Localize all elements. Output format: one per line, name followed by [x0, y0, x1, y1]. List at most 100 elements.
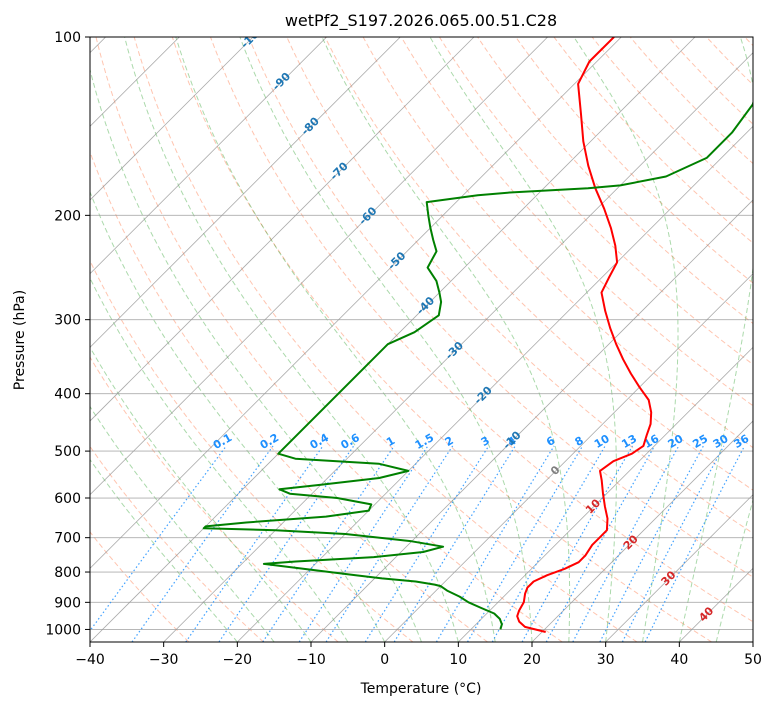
mixing-ratio-line [131, 445, 274, 642]
isotherm-label: 40 [696, 604, 716, 624]
isotherm-label: 10 [583, 496, 603, 516]
isotherm-label: -60 [356, 204, 379, 227]
mixing-ratio-line [262, 445, 395, 642]
mixing-ratio-line [545, 445, 656, 642]
moist-adiabat [90, 458, 238, 642]
isotherm-label: 30 [659, 568, 679, 588]
mixing-ratio-label: 20 [666, 432, 686, 451]
isotherm-label: -70 [328, 159, 351, 182]
moist-adiabat [175, 37, 496, 642]
moist-adiabat [321, 37, 571, 642]
dry-adiabat [438, 37, 753, 366]
dry-adiabat [286, 37, 753, 534]
moist-adiabat [239, 37, 533, 642]
mixing-ratio-label: 1.5 [413, 431, 436, 452]
y-tick-label: 600 [54, 491, 81, 507]
mixing-ratio-label: 13 [619, 432, 639, 451]
y-tick-label: 200 [54, 208, 81, 224]
mixing-ratio-label: 2 [443, 434, 456, 449]
mixing-ratio-line [521, 445, 634, 642]
isotherm [458, 346, 753, 642]
dry-adiabat [95, 37, 563, 642]
dry-adiabat [90, 445, 264, 642]
y-tick-label: 300 [54, 313, 81, 329]
dry-adiabat [90, 531, 190, 642]
isotherm [679, 567, 753, 642]
moist-adiabat [90, 277, 349, 642]
mixing-ratio-line [218, 445, 355, 642]
isotherm [90, 37, 327, 275]
mixing-ratio-label: 0.6 [338, 431, 362, 452]
mixing-ratio-label: 10 [592, 432, 612, 451]
x-tick-label: 0 [380, 652, 389, 668]
isotherm-label: -30 [443, 339, 466, 362]
dewpoint-line [202, 100, 753, 630]
plot-frame [89, 36, 754, 643]
dry-adiabat [133, 37, 638, 642]
x-tick-label: 20 [523, 652, 541, 668]
x-tick-label: 10 [449, 652, 467, 668]
y-tick-label: 500 [54, 444, 81, 460]
mixing-ratio-line [435, 445, 555, 642]
mixing-ratio-line [466, 445, 584, 642]
isotherm-label: -50 [385, 249, 408, 272]
x-axis-label: Temperature (°C) [360, 681, 482, 697]
mixing-ratio-line [325, 445, 454, 642]
moist-adiabat [90, 190, 386, 642]
dry-adiabat [324, 37, 753, 491]
mixing-ratio-line [599, 445, 704, 642]
isotherm [237, 125, 753, 642]
isotherm-label: -20 [472, 384, 495, 407]
y-tick-label: 800 [54, 565, 81, 581]
isotherm [605, 494, 753, 642]
moist-adiabat [90, 346, 312, 642]
x-tick-label: 50 [744, 652, 762, 668]
mixing-ratio-label: 30 [711, 432, 731, 451]
moist-adiabat [573, 37, 679, 642]
mixing-ratio-line [393, 445, 516, 642]
y-tick-label: 700 [54, 531, 81, 547]
isotherm-label: -90 [270, 70, 293, 93]
dry-adiabat [171, 37, 712, 642]
dry-adiabat [400, 37, 753, 407]
moist-adiabat [90, 405, 275, 642]
y-tick-label: 900 [54, 595, 81, 611]
dry-adiabat [90, 259, 414, 642]
mixing-ratio-label: 0.1 [211, 431, 234, 452]
isotherm [752, 641, 753, 642]
y-tick-label: 400 [54, 387, 81, 403]
y-axis-label: Pressure (hPa) [12, 290, 28, 390]
temperature-line [516, 37, 653, 633]
x-tick-label: −20 [223, 652, 253, 668]
dry-adiabat [477, 37, 753, 325]
mixing-ratio-label: 8 [573, 434, 586, 449]
isotherm-label: -80 [299, 114, 322, 137]
dry-adiabat [591, 37, 753, 204]
moist-adiabat [429, 37, 617, 642]
isotherm [90, 37, 254, 201]
moist-adiabat [715, 498, 753, 642]
mixing-ratio-line [644, 445, 746, 642]
mixing-ratio-line [298, 445, 429, 642]
y-tick-label: 1000 [45, 622, 81, 638]
isotherm [310, 199, 753, 642]
chart-title: wetPf2_S197.2026.065.00.51.C28 [285, 11, 557, 31]
isotherm [163, 52, 753, 642]
isotherm [90, 37, 548, 496]
moist-adiabat [90, 67, 422, 642]
isotherm [384, 273, 753, 642]
mixing-ratio-line [185, 445, 324, 642]
dry-adiabat [90, 356, 339, 642]
x-tick-label: −30 [149, 652, 179, 668]
dry-adiabat [90, 150, 488, 642]
mixing-ratio-line [621, 445, 725, 642]
mixing-ratio-line [364, 445, 490, 642]
isotherm-label: -10 [500, 428, 523, 451]
mixing-ratio-label: 0.2 [258, 431, 281, 452]
x-tick-label: 30 [597, 652, 615, 668]
mixing-ratio-label: 0.4 [308, 431, 332, 452]
isotherm-label: 0 [548, 463, 563, 478]
dry-adiabat [668, 37, 753, 125]
isotherm [531, 420, 753, 642]
